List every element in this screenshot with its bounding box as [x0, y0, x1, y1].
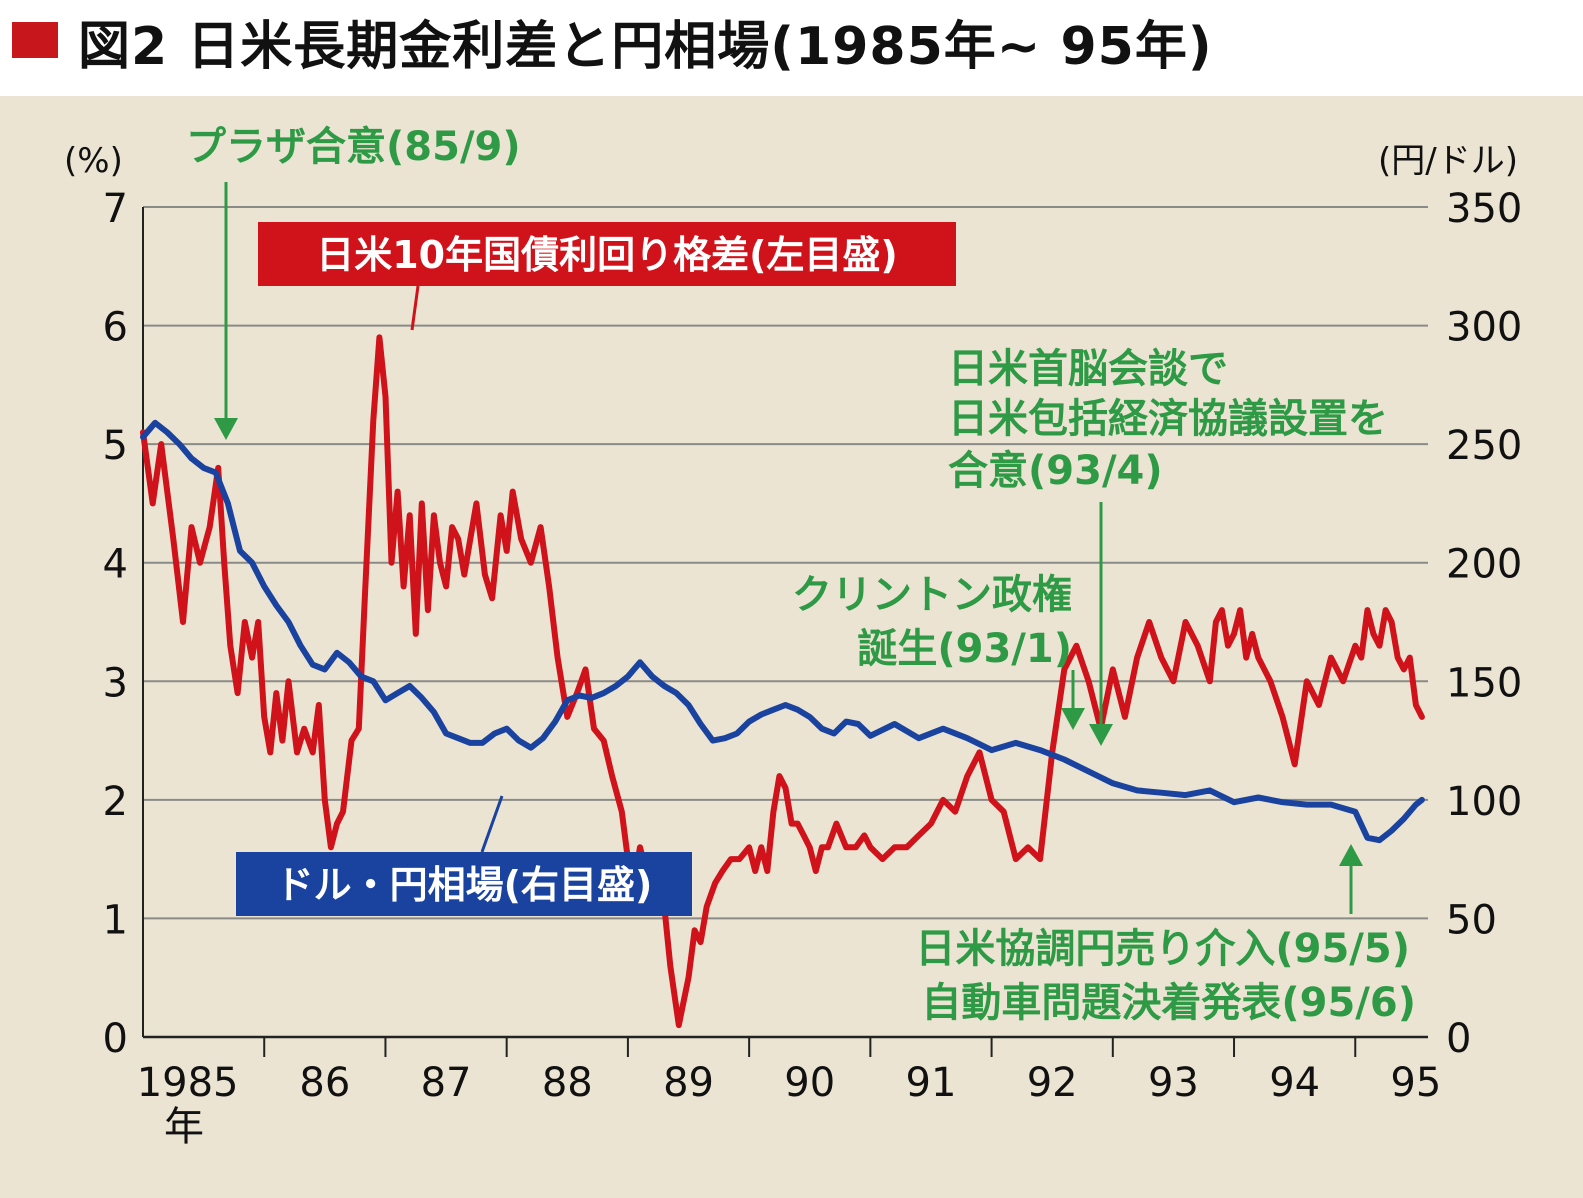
left-tick-label: 4: [103, 542, 128, 588]
annotation-summit-line1: 日米首脳会談で: [948, 346, 1228, 392]
plaza-arrow-head: [214, 418, 238, 440]
annotation-clinton-line2: 誕生(93/1): [857, 626, 1072, 672]
summit-arrow-head: [1089, 724, 1113, 746]
series-label-box: [236, 852, 692, 916]
left-tick-label: 2: [103, 779, 128, 825]
yen-series-line: [140, 419, 1425, 844]
annotation-summit-line3: 合意(93/4): [948, 448, 1163, 494]
x-tick-label: 87: [421, 1060, 472, 1106]
left-axis-unit: (%): [64, 141, 123, 181]
series-layer: [140, 334, 1425, 1029]
x-tick-label: 1985: [137, 1060, 239, 1106]
left-tick-label: 6: [103, 305, 128, 351]
annotation-intervention-line1: 日米協調円売り介入(95/5): [915, 926, 1410, 972]
left-tick-label: 3: [103, 660, 128, 706]
title-bar: 図2 日米長期金利差と円相場(1985年~ 95年): [0, 0, 1583, 96]
x-tick-label: 95: [1390, 1060, 1441, 1106]
spread-series-line: [140, 334, 1425, 1029]
x-tick-label: 92: [1027, 1060, 1078, 1106]
right-tick-label: 50: [1446, 897, 1497, 943]
right-tick-label: 150: [1446, 660, 1522, 706]
series-label-leader: [480, 795, 504, 853]
series-label-text: 日米10年国債利回り格差(左目盛): [316, 233, 898, 277]
left-tick-label: 7: [103, 186, 128, 232]
x-tick-label: 89: [663, 1060, 714, 1106]
series-label-text: ドル・円相場(右目盛): [276, 863, 653, 907]
x-tick-label: 94: [1269, 1060, 1320, 1106]
right-tick-label: 300: [1446, 305, 1522, 351]
right-axis-unit: (円/ドル): [1378, 141, 1518, 181]
left-tick-label: 5: [103, 423, 128, 469]
clinton-arrow-head: [1061, 708, 1085, 730]
x-tick-label: 90: [784, 1060, 835, 1106]
intervention-arrow-head: [1339, 844, 1363, 866]
series-label-leader: [410, 285, 420, 331]
right-tick-label: 350: [1446, 186, 1522, 232]
x-tick-label: 88: [542, 1060, 593, 1106]
axis-layer: 0 1 2 3 4 5 6 7 0 50 100 150 200 250 300 350 (%) (円/ドル) 19…: [64, 141, 1522, 1150]
right-tick-label: 100: [1446, 779, 1522, 825]
x-tick-label: 93: [1148, 1060, 1199, 1106]
right-tick-label: 250: [1446, 423, 1522, 469]
right-tick-label: 200: [1446, 542, 1522, 588]
annotation-clinton-line1: クリントン政権: [792, 572, 1072, 618]
x-tick-suffix: 年: [164, 1104, 204, 1150]
x-tick-label: 86: [299, 1060, 350, 1106]
annotation-layer: 日米10年国債利回り格差(左目盛) ドル・円相場(右目盛) プラザ合意(85/9) ク…: [186, 124, 1416, 1026]
series-label-box: [258, 222, 956, 286]
annotation-summit-line2: 日米包括経済協議設置を: [948, 396, 1388, 442]
left-tick-label: 0: [103, 1016, 128, 1062]
right-tick-label: 0: [1446, 1016, 1471, 1062]
annotation-intervention-line2: 自動車問題決着発表(95/6): [921, 980, 1416, 1026]
chart-title: 図2 日米長期金利差と円相場(1985年~ 95年): [78, 17, 1213, 77]
annotation-plaza: プラザ合意(85/9): [186, 124, 521, 170]
grid-layer: [143, 206, 1428, 920]
x-tick-label: 91: [906, 1060, 957, 1106]
left-tick-label: 1: [103, 897, 128, 943]
title-marker: [12, 22, 58, 58]
